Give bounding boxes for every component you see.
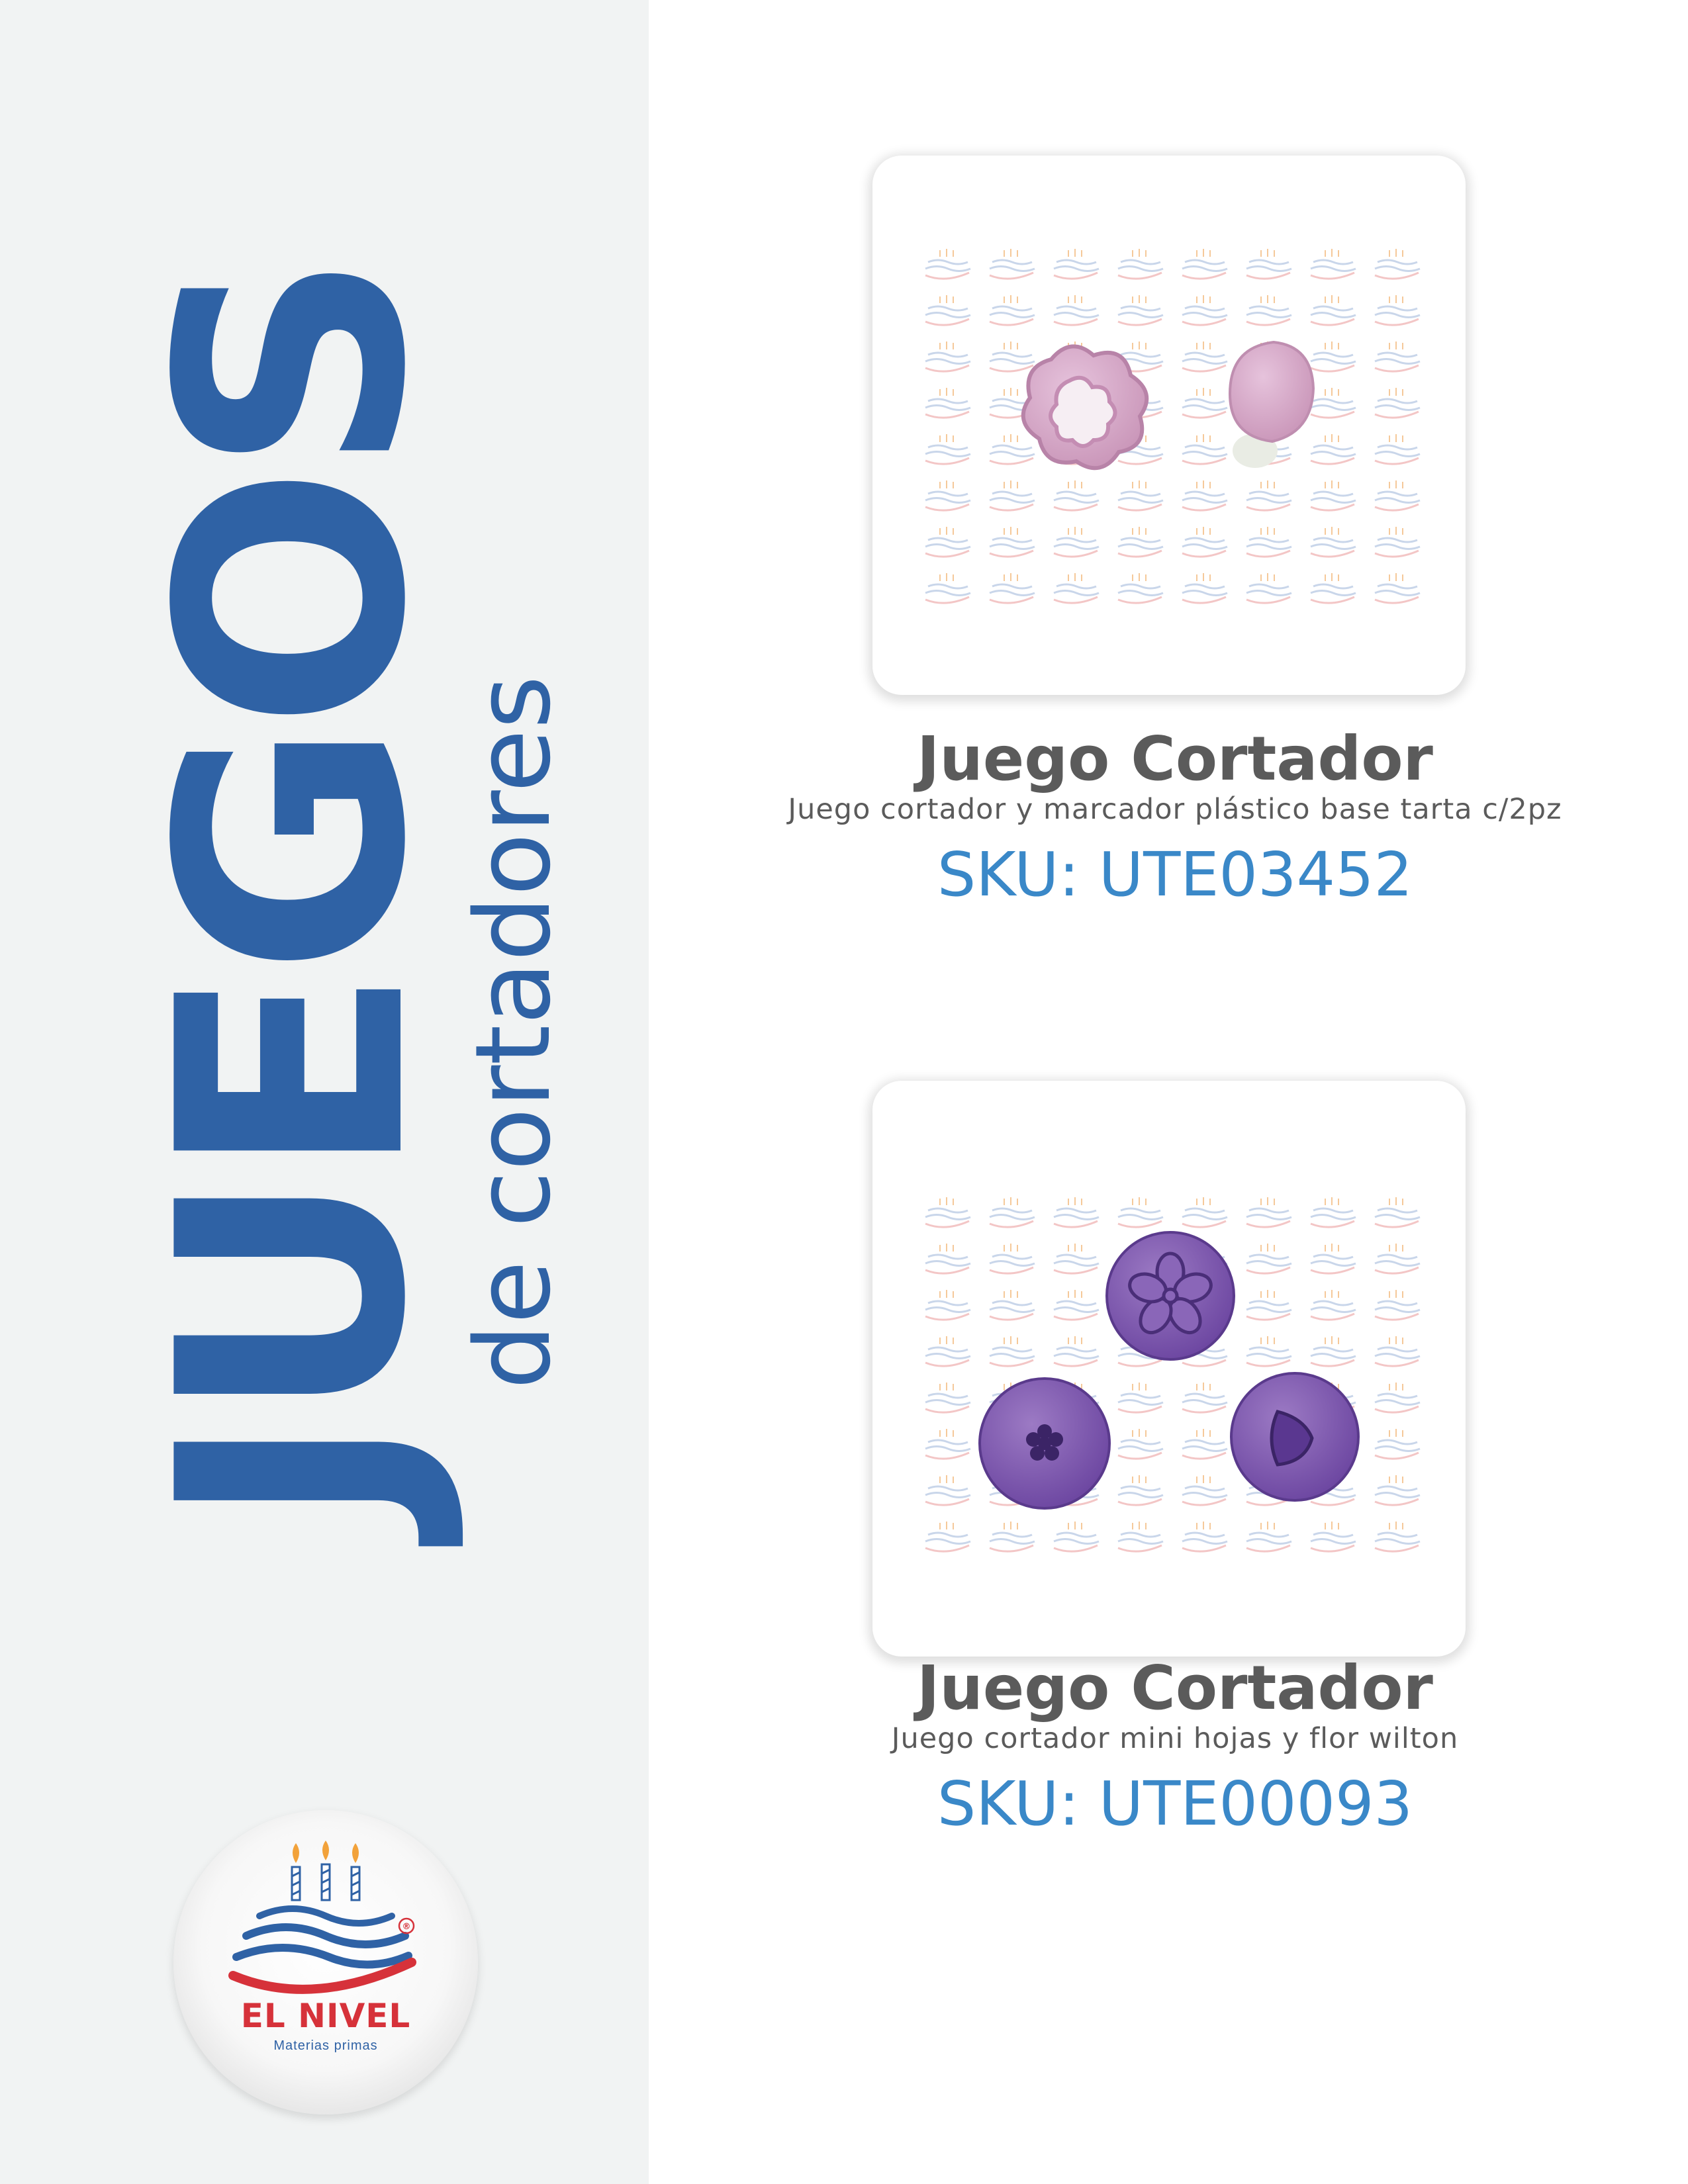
catalog-subtitle: de cortadores <box>453 675 573 1390</box>
brand-name: EL NIVEL <box>240 1997 411 2035</box>
pink-flower-cutter-and-marker-icon <box>1021 340 1315 471</box>
brand-logo: ® EL NIVEL Materias primas <box>173 1810 478 2115</box>
sidebar: JUEGOS de cortadores ® EL NIVE <box>0 0 649 2184</box>
birthday-cake-logo-icon: ® <box>228 1841 416 1994</box>
purple-mini-leaf-flower-plunger-cutters-icon <box>978 1231 1360 1510</box>
product-sku-2: SKU: UTE00093 <box>937 1768 1413 1839</box>
product-title-1: Juego Cortador <box>917 723 1433 794</box>
product-title-2: Juego Cortador <box>917 1653 1433 1723</box>
product-description-2: Juego cortador mini hojas y flor wilton <box>891 1722 1459 1755</box>
product-description-1: Juego cortador y marcador plástico base … <box>788 793 1562 826</box>
product-card-2 <box>872 1081 1466 1657</box>
watermark-pattern <box>915 245 1429 615</box>
product-sku-1: SKU: UTE03452 <box>937 839 1413 910</box>
registered-mark: ® <box>402 1922 411 1932</box>
catalog-title: JUEGOS <box>112 259 474 1529</box>
brand-tagline: Materias primas <box>273 2038 378 2053</box>
product-card-1 <box>872 156 1466 695</box>
